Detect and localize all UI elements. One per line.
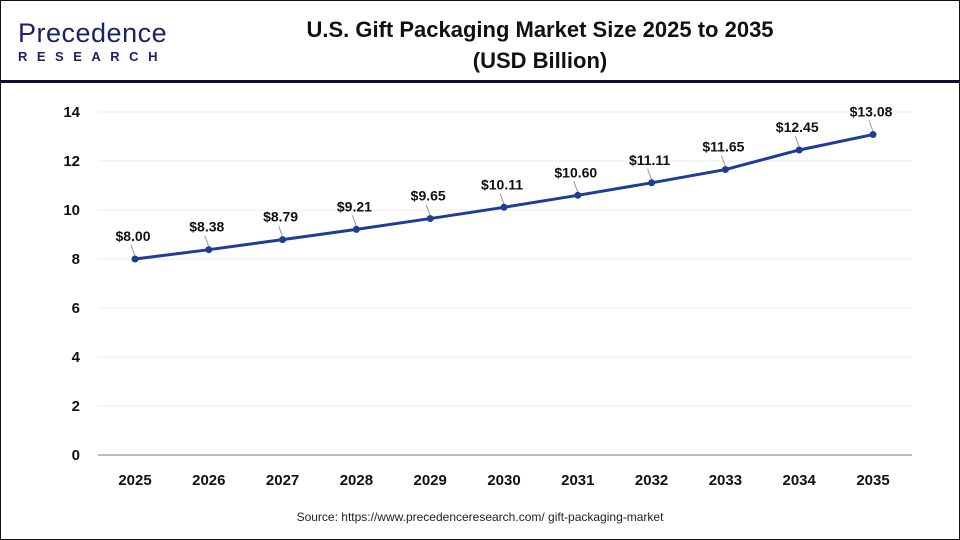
logo: Precedence RESEARCH <box>18 18 168 65</box>
label-leader <box>130 244 136 257</box>
data-point <box>279 236 287 244</box>
x-tick-label: 2033 <box>709 472 742 489</box>
x-tick-label: 2035 <box>856 472 889 489</box>
label-leader <box>720 155 726 167</box>
data-label: $9.21 <box>337 198 372 214</box>
data-label: $9.65 <box>411 188 446 204</box>
header-divider <box>0 80 960 83</box>
data-point <box>131 255 139 263</box>
title-line1: U.S. Gift Packaging Market Size 2025 to … <box>306 17 774 42</box>
y-tick-label: 6 <box>72 300 80 317</box>
source-note: Source: https://www.precedenceresearch.c… <box>296 510 664 524</box>
data-point <box>426 215 434 223</box>
title-line2: (USD Billion) <box>472 48 608 73</box>
logo-sub: RESEARCH <box>18 49 167 64</box>
data-label: $8.79 <box>263 209 298 225</box>
series-line <box>134 133 874 261</box>
data-point <box>795 146 803 154</box>
data-label: $8.38 <box>189 219 224 235</box>
label-leader <box>499 193 505 205</box>
x-tick-label: 2027 <box>266 472 299 489</box>
y-tick-label: 10 <box>63 202 80 219</box>
label-leader <box>278 225 284 237</box>
chart-title: U.S. Gift Packaging Market Size 2025 to … <box>280 14 800 76</box>
data-point <box>648 179 656 187</box>
y-tick-label: 14 <box>63 104 80 121</box>
data-point <box>574 191 582 199</box>
data-label: $8.00 <box>115 228 150 244</box>
y-tick-label: 0 <box>72 447 80 464</box>
label-leader <box>425 204 431 216</box>
x-tick-label: 2028 <box>340 472 373 489</box>
x-tick-label: 2030 <box>487 472 520 489</box>
y-tick-label: 8 <box>72 251 80 268</box>
y-tick-label: 12 <box>63 153 80 170</box>
label-leader <box>204 235 210 247</box>
data-label: $10.11 <box>481 176 523 192</box>
label-leader <box>351 215 357 227</box>
x-tick-label: 2029 <box>414 472 447 489</box>
y-tick-label: 4 <box>72 349 81 366</box>
x-tick-label: 2034 <box>783 472 817 489</box>
label-leader <box>573 181 579 193</box>
data-point <box>500 203 508 211</box>
label-leader <box>647 168 653 180</box>
x-tick-label: 2026 <box>192 472 225 489</box>
data-label: $11.65 <box>702 139 744 155</box>
logo-main: Precedence <box>18 18 168 48</box>
data-point <box>352 225 360 233</box>
data-label: $10.60 <box>554 164 597 180</box>
y-tick-label: 2 <box>72 398 80 415</box>
data-point <box>205 246 213 254</box>
label-leader <box>868 120 874 132</box>
x-tick-label: 2025 <box>118 472 151 489</box>
label-leader <box>794 135 800 148</box>
data-label: $13.08 <box>850 104 893 120</box>
x-tick-label: 2032 <box>635 472 668 489</box>
data-label: $12.45 <box>776 119 819 135</box>
data-label: $11.11 <box>629 152 670 168</box>
data-point <box>869 131 877 139</box>
data-point <box>721 166 729 174</box>
x-tick-label: 2031 <box>561 472 594 489</box>
